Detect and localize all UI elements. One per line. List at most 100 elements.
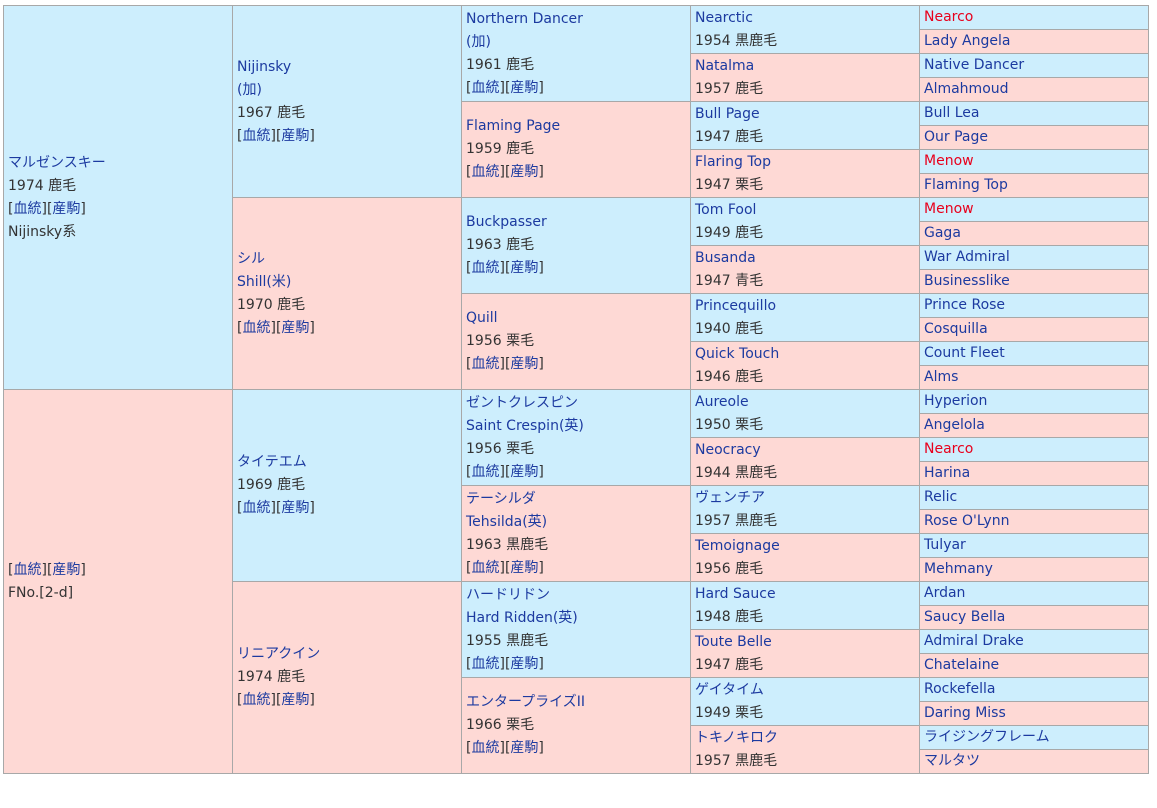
horse-name-link[interactable]: Quill <box>466 310 498 326</box>
horse-name-link[interactable]: Neocracy <box>695 441 761 458</box>
horse-name-link[interactable]: Lady Angela <box>924 33 1011 49</box>
horse-name-link[interactable]: Tom Fool <box>695 201 757 218</box>
horse-alt-name-link[interactable]: (加) <box>466 33 491 50</box>
horse-alt-name-link[interactable]: Tehsilda(英) <box>466 513 548 530</box>
horse-name-link[interactable]: Nearctic <box>695 9 753 26</box>
horse-name-link[interactable]: Princequillo <box>695 297 777 314</box>
pedigree-row: マルタツ <box>4 749 1149 774</box>
horse-name-link[interactable]: ハードリドン <box>466 586 550 603</box>
horse-name-link[interactable]: Busanda <box>695 249 756 266</box>
horse-name-link[interactable]: Count Fleet <box>924 345 1005 361</box>
horse-name-link[interactable]: Buckpasser <box>466 214 547 230</box>
horse-name-link[interactable]: Relic <box>924 489 958 505</box>
birth-year-coat: 1947 栗毛 <box>695 176 764 193</box>
horse-alt-name-link[interactable]: Saint Crespin(英) <box>466 417 584 434</box>
horse-name-link[interactable]: Almahmoud <box>924 81 1009 97</box>
offspring-link[interactable]: 産駒 <box>505 260 544 276</box>
horse-name-link[interactable]: Northern Dancer <box>466 10 583 27</box>
horse-name-link[interactable]: Hard Sauce <box>695 585 776 602</box>
horse-name-link[interactable]: Alms <box>924 369 959 385</box>
horse-name-link[interactable]: マルタツ <box>924 753 980 769</box>
pedigree-link[interactable]: 血統 <box>466 464 505 480</box>
horse-name-link[interactable]: テーシルダ <box>466 490 536 507</box>
offspring-link[interactable]: 産駒 <box>276 128 315 144</box>
horse-name-link[interactable]: War Admiral <box>924 249 1010 265</box>
pedigree-link[interactable]: 血統 <box>237 128 276 144</box>
horse-name-link[interactable]: Admiral Drake <box>924 633 1024 649</box>
horse-name-link[interactable]: Daring Miss <box>924 705 1006 721</box>
horse-name-link[interactable]: Flaming Top <box>924 177 1008 193</box>
horse-name-link[interactable]: Rose O'Lynn <box>924 513 1010 529</box>
horse-name-link[interactable]: Toute Belle <box>695 633 772 650</box>
horse-name-link[interactable]: Tulyar <box>924 537 966 553</box>
offspring-link[interactable]: 産駒 <box>505 740 544 756</box>
horse-name-link[interactable]: Angelola <box>924 417 985 433</box>
horse-name-link[interactable]: トキノキロク <box>695 729 779 746</box>
horse-name-link[interactable]: Gaga <box>924 225 961 241</box>
pedigree-link[interactable]: 血統 <box>8 562 47 578</box>
horse-name-link[interactable]: Harina <box>924 465 971 481</box>
pedigree-link[interactable]: 血統 <box>466 164 505 180</box>
pedigree-row: Mehmany <box>4 557 1149 582</box>
horse-alt-name-link[interactable]: (加) <box>237 81 262 98</box>
pedigree-link[interactable]: 血統 <box>466 656 505 672</box>
horse-name-link[interactable]: タイテエム <box>237 454 307 470</box>
horse-name-link[interactable]: ライジングフレーム <box>924 729 1050 745</box>
pedigree-link[interactable]: 血統 <box>466 260 505 276</box>
horse-name-link[interactable]: リニアクイン <box>237 646 321 662</box>
pedigree-link[interactable]: 血統 <box>466 560 505 576</box>
offspring-link[interactable]: 産駒 <box>505 464 544 480</box>
horse-name-link[interactable]: Prince Rose <box>924 297 1006 313</box>
offspring-link[interactable]: 産駒 <box>276 500 315 516</box>
offspring-link[interactable]: 産駒 <box>276 320 315 336</box>
offspring-link[interactable]: 産駒 <box>505 80 544 96</box>
horse-name-link[interactable]: ヴェンチア <box>695 489 765 506</box>
horse-name-link[interactable]: Flaming Page <box>466 118 561 134</box>
horse-name-link[interactable]: Native Dancer <box>924 57 1025 73</box>
pedigree-link[interactable]: 血統 <box>466 740 505 756</box>
dam-cell-gen3: テーシルダ Tehsilda(英) 1963 黒鹿毛血統産駒 <box>461 485 691 582</box>
horse-name-link[interactable]: Nearco <box>924 441 974 457</box>
offspring-link[interactable]: 産駒 <box>47 562 86 578</box>
offspring-link[interactable]: 産駒 <box>505 656 544 672</box>
horse-alt-name-link[interactable]: Hard Ridden(英) <box>466 609 578 626</box>
horse-name-link[interactable]: Natalma <box>695 57 755 74</box>
horse-name-link[interactable]: Nearco <box>924 9 974 25</box>
horse-name-link[interactable]: マルゼンスキー <box>8 154 106 171</box>
pedigree-link[interactable]: 血統 <box>237 320 276 336</box>
horse-name-link[interactable]: Ardan <box>924 585 966 601</box>
offspring-link[interactable]: 産駒 <box>47 201 86 217</box>
pedigree-link[interactable]: 血統 <box>466 356 505 372</box>
horse-name-link[interactable]: ゲイタイム <box>695 681 764 698</box>
offspring-link[interactable]: 産駒 <box>505 356 544 372</box>
offspring-link[interactable]: 産駒 <box>276 692 315 708</box>
horse-name-link[interactable]: Mehmany <box>924 561 993 577</box>
pedigree-link[interactable]: 血統 <box>8 201 47 217</box>
horse-alt-name-link[interactable]: Shill(米) <box>237 273 292 290</box>
horse-name-link[interactable]: Cosquilla <box>924 321 988 337</box>
horse-name-link[interactable]: Our Page <box>924 129 988 145</box>
horse-name-link[interactable]: ゼントクレスピン <box>466 394 578 411</box>
pedigree-link[interactable]: 血統 <box>237 500 276 516</box>
horse-name-link[interactable]: Nijinsky <box>237 58 292 75</box>
horse-name-link[interactable]: Hyperion <box>924 393 988 409</box>
horse-name-link[interactable]: Saucy Bella <box>924 609 1006 625</box>
horse-name-link[interactable]: Rockefella <box>924 681 996 697</box>
horse-name-link[interactable]: Quick Touch <box>695 345 780 362</box>
offspring-link[interactable]: 産駒 <box>505 560 544 576</box>
horse-name-link[interactable]: Aureole <box>695 393 749 410</box>
horse-name-link[interactable]: Menow <box>924 153 974 169</box>
horse-name-link[interactable]: Flaring Top <box>695 153 772 170</box>
horse-name-link[interactable]: エンタープライズII <box>466 694 585 710</box>
horse-name-link[interactable]: Bull Page <box>695 105 760 122</box>
horse-name-link[interactable]: Businesslike <box>924 273 1010 289</box>
pedigree-link[interactable]: 血統 <box>237 692 276 708</box>
offspring-link[interactable]: 産駒 <box>505 164 544 180</box>
pedigree-row: Flaring Top 1947 栗毛 Menow <box>4 149 1149 198</box>
horse-name-link[interactable]: Menow <box>924 201 974 217</box>
horse-name-link[interactable]: シル <box>237 250 265 267</box>
pedigree-link[interactable]: 血統 <box>466 80 505 96</box>
horse-name-link[interactable]: Chatelaine <box>924 657 1000 673</box>
horse-name-link[interactable]: Temoignage <box>695 537 780 554</box>
horse-name-link[interactable]: Bull Lea <box>924 105 980 121</box>
